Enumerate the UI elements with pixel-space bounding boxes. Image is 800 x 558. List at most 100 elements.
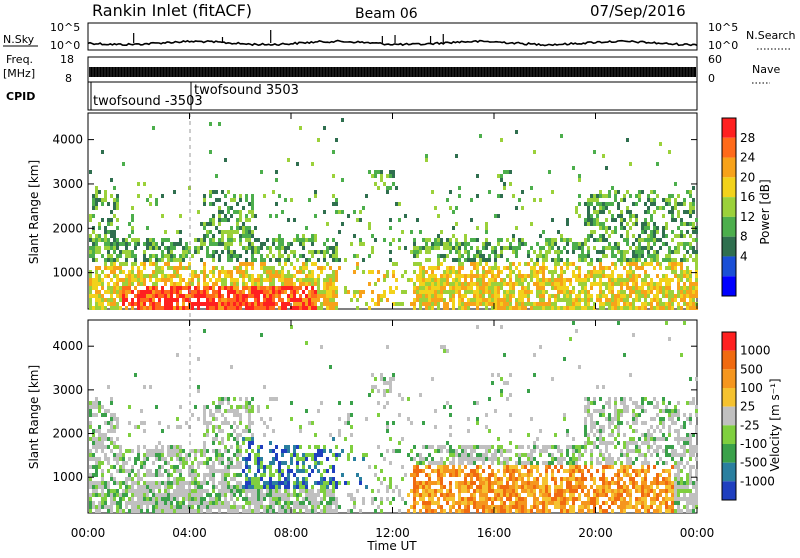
power-cell — [116, 258, 119, 262]
velocity-cell — [281, 505, 284, 509]
power-cell — [428, 306, 431, 310]
power-cell — [584, 258, 587, 262]
power-cell — [221, 282, 224, 286]
velocity-cell — [143, 445, 146, 449]
power-cell — [566, 266, 569, 270]
power-cell — [335, 246, 338, 250]
velocity-cell — [104, 437, 107, 441]
power-cell — [245, 226, 248, 230]
velocity-cell — [212, 437, 215, 441]
velocity-cell — [278, 497, 281, 501]
power-cell — [416, 218, 419, 222]
power-cell — [602, 266, 605, 270]
power-cell — [266, 254, 269, 258]
power-cell — [473, 282, 476, 286]
power-cell — [128, 286, 131, 290]
power-cell — [500, 174, 503, 178]
power-cell — [611, 282, 614, 286]
power-cell — [236, 222, 239, 226]
power-cell — [677, 278, 680, 282]
power-cell — [305, 278, 308, 282]
velocity-cell — [335, 453, 338, 457]
velocity-cell — [218, 489, 221, 493]
velocity-cell — [467, 457, 470, 461]
velocity-cell — [500, 477, 503, 481]
power-cell — [599, 222, 602, 226]
power-cell — [515, 226, 518, 230]
power-cell — [548, 302, 551, 306]
power-cell — [434, 274, 437, 278]
velocity-cell — [449, 425, 452, 429]
power-cell — [332, 258, 335, 262]
velocity-cell — [425, 445, 428, 449]
velocity-cell — [278, 489, 281, 493]
power-cell — [554, 258, 557, 262]
velocity-cell — [434, 481, 437, 485]
power-cell — [98, 306, 101, 310]
power-cell — [104, 198, 107, 202]
power-cell — [197, 306, 200, 310]
power-cell — [491, 270, 494, 274]
power-cell — [200, 294, 203, 298]
power-cell — [539, 282, 542, 286]
power-cell — [599, 262, 602, 266]
power-cell — [491, 278, 494, 282]
power-cell — [647, 242, 650, 246]
power-cell — [476, 246, 479, 250]
power-cell — [593, 274, 596, 278]
power-cell — [185, 254, 188, 258]
power-cell — [479, 282, 482, 286]
velocity-cell — [428, 505, 431, 509]
velocity-cell — [491, 457, 494, 461]
power-cell — [311, 162, 314, 166]
power-cell — [206, 234, 209, 238]
power-cell — [158, 246, 161, 250]
velocity-cell — [161, 505, 164, 509]
velocity-cell — [179, 493, 182, 497]
velocity-cell — [335, 497, 338, 501]
power-cell — [641, 286, 644, 290]
power-cell — [521, 286, 524, 290]
power-cell — [626, 222, 629, 226]
power-cell — [479, 286, 482, 290]
velocity-cell — [320, 473, 323, 477]
power-cell — [560, 298, 563, 302]
power-cell — [176, 302, 179, 306]
power-cell — [638, 286, 641, 290]
power-cell — [176, 230, 179, 234]
velocity-cell — [260, 465, 263, 469]
power-cell — [488, 282, 491, 286]
velocity-cell — [308, 509, 311, 513]
power-cell — [113, 230, 116, 234]
velocity-cell — [212, 477, 215, 481]
power-cell — [212, 306, 215, 310]
power-cell — [236, 202, 239, 206]
power-cell — [134, 262, 137, 266]
power-cell — [227, 302, 230, 306]
velocity-cell — [212, 473, 215, 477]
power-cell — [281, 298, 284, 302]
power-cell — [251, 214, 254, 218]
velocity-cell — [272, 397, 275, 401]
power-cell — [239, 226, 242, 230]
power-cell — [419, 246, 422, 250]
power-cell — [227, 234, 230, 238]
power-cell — [173, 246, 176, 250]
power-cell — [323, 258, 326, 262]
velocity-cell — [176, 489, 179, 493]
velocity-cell — [308, 489, 311, 493]
velocity-cell — [422, 445, 425, 449]
velocity-cell — [482, 445, 485, 449]
velocity-cell — [92, 413, 95, 417]
power-cell — [302, 282, 305, 286]
power-cell — [485, 282, 488, 286]
velocity-cell — [179, 469, 182, 473]
velocity-cell — [470, 457, 473, 461]
velocity-cell — [506, 509, 509, 513]
power-cell — [386, 174, 389, 178]
nsky-spikes — [134, 30, 444, 43]
power-cell — [251, 290, 254, 294]
power-cell — [275, 290, 278, 294]
power-cell — [326, 294, 329, 298]
velocity-cell — [191, 493, 194, 497]
